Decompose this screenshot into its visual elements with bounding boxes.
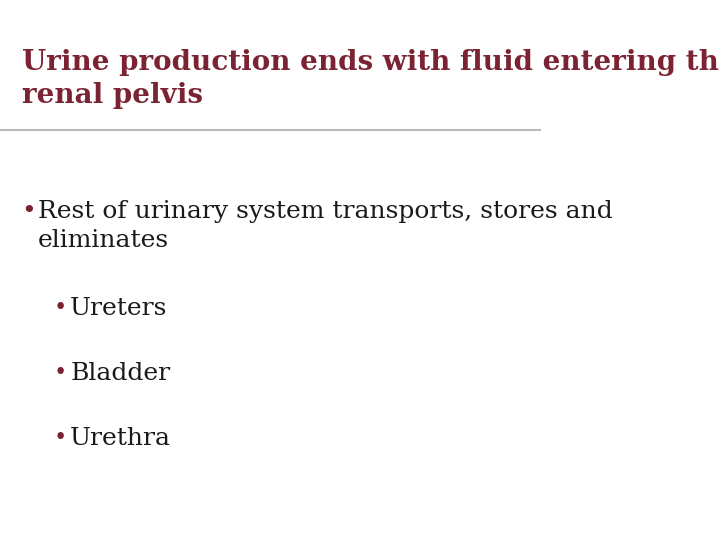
Text: Urethra: Urethra (71, 427, 171, 450)
Text: •: • (54, 362, 68, 384)
Text: Ureters: Ureters (71, 297, 168, 320)
Text: Bladder: Bladder (71, 362, 171, 385)
Text: •: • (22, 200, 37, 223)
Text: Urine production ends with fluid entering the
renal pelvis: Urine production ends with fluid enterin… (22, 49, 720, 109)
Text: Rest of urinary system transports, stores and
eliminates: Rest of urinary system transports, store… (38, 200, 613, 252)
Text: •: • (54, 297, 68, 319)
Text: •: • (54, 427, 68, 449)
